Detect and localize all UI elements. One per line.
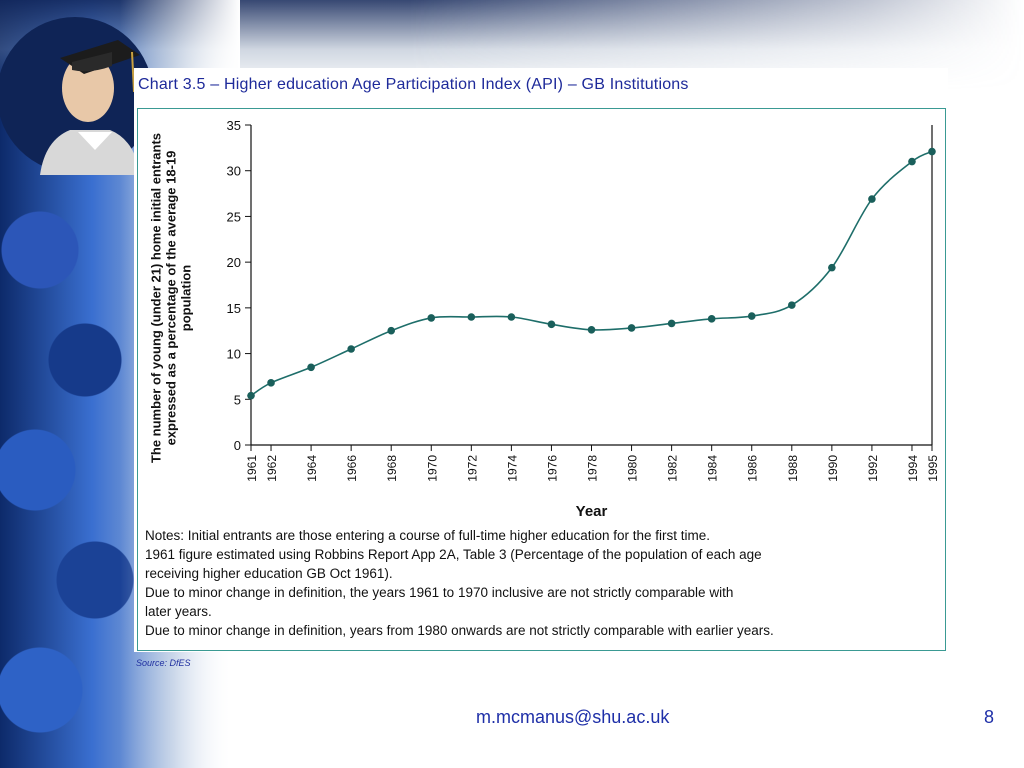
y-tick-label: 10 — [227, 347, 241, 362]
x-tick-label: 1990 — [826, 455, 840, 482]
x-tick-label: 1970 — [425, 455, 439, 482]
x-tick-label: 1966 — [345, 455, 359, 482]
page-number: 8 — [984, 707, 995, 727]
y-tick-label: 30 — [227, 164, 241, 179]
chart-title: Chart 3.5 – Higher education Age Partici… — [138, 76, 689, 93]
data-point — [307, 363, 315, 372]
x-tick-label: 1994 — [906, 455, 920, 482]
note-line: Notes: Initial entrants are those enteri… — [145, 528, 711, 543]
x-tick-label: 1974 — [505, 455, 519, 482]
y-tick-label: 0 — [234, 438, 241, 453]
x-tick-label: 1972 — [465, 455, 479, 482]
x-tick-label: 1995 — [926, 455, 940, 482]
data-point — [247, 391, 255, 400]
x-axis-label: Year — [576, 503, 608, 520]
data-point — [427, 314, 436, 322]
data-point — [467, 313, 476, 321]
y-tick-label: 35 — [227, 118, 241, 133]
x-tick-label: 1978 — [586, 455, 600, 482]
data-point — [828, 263, 836, 272]
data-point — [547, 320, 556, 329]
x-tick-label: 1961 — [245, 455, 259, 482]
x-tick-label: 1982 — [666, 455, 680, 482]
data-point — [787, 301, 796, 309]
x-tick-label: 1992 — [866, 455, 880, 482]
note-line: 1961 figure estimated using Robbins Repo… — [145, 547, 762, 562]
data-point — [347, 345, 355, 353]
note-line: Due to minor change in definition, years… — [145, 623, 774, 638]
data-point — [587, 326, 596, 334]
data-point — [908, 157, 916, 166]
data-point — [868, 195, 876, 203]
y-tick-label: 15 — [227, 301, 241, 316]
data-point — [928, 147, 936, 156]
x-tick-label: 1988 — [786, 455, 800, 482]
chart-panel — [134, 68, 948, 652]
series-markers — [247, 147, 936, 400]
chart-ticks: 0 5 10 15 20 25 30 35 1961 1962 1964 1966 1968 1970 19… — [227, 118, 940, 482]
x-tick-label: 1980 — [626, 455, 640, 482]
source-note: Source: DfES — [136, 658, 191, 668]
x-tick-label: 1986 — [746, 455, 760, 482]
note-line: later years. — [145, 604, 212, 619]
data-point — [267, 379, 275, 387]
data-point — [627, 324, 636, 332]
y-tick-label: 20 — [227, 255, 241, 270]
footer-email: m.mcmanus@shu.ac.uk — [476, 707, 670, 727]
data-point — [387, 326, 396, 335]
y-tick-label: 5 — [234, 392, 241, 407]
x-tick-label: 1962 — [265, 455, 279, 482]
graduate-icon — [0, 17, 150, 175]
note-line: Due to minor change in definition, the y… — [145, 585, 734, 600]
line-chart: 0 5 10 15 20 25 30 35 1961 1962 1964 1966 1968 1970 19… — [227, 118, 940, 520]
note-line: receiving higher education GB Oct 1961). — [145, 566, 393, 581]
x-tick-label: 1964 — [305, 455, 319, 482]
x-tick-label: 1976 — [545, 455, 559, 482]
x-tick-label: 1968 — [385, 455, 399, 482]
chart-border — [137, 108, 946, 651]
data-point — [707, 315, 716, 323]
chart-axes — [250, 125, 933, 446]
data-point — [747, 312, 756, 320]
x-tick-label: 1984 — [706, 455, 720, 482]
series-line — [250, 150, 933, 397]
data-point — [667, 319, 676, 328]
y-tick-label: 25 — [227, 209, 241, 224]
data-point — [507, 313, 516, 321]
chart-notes: Notes: Initial entrants are those enteri… — [145, 526, 945, 640]
